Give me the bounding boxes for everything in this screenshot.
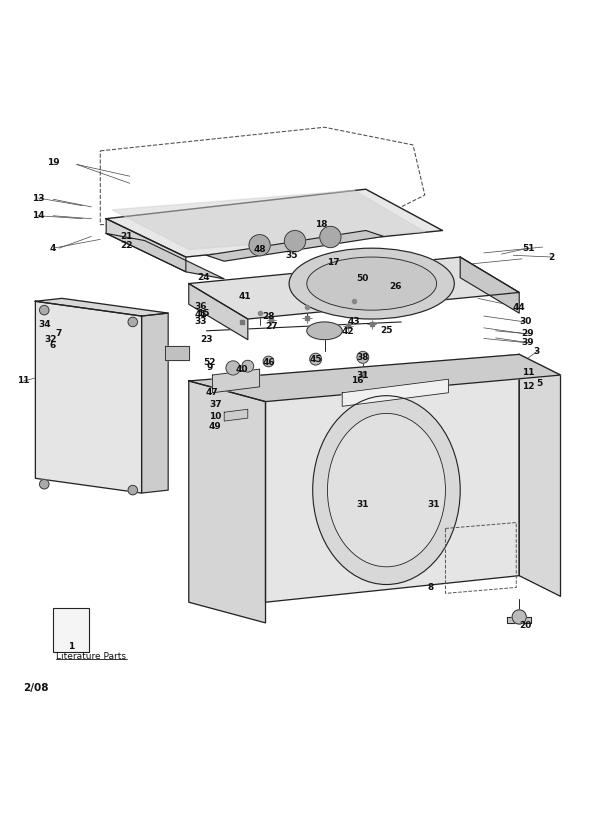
Text: 15: 15 bbox=[197, 309, 210, 318]
Text: 51: 51 bbox=[522, 244, 535, 253]
Text: Literature Parts: Literature Parts bbox=[57, 652, 126, 661]
Text: 27: 27 bbox=[265, 322, 278, 331]
Polygon shape bbox=[266, 355, 519, 602]
Polygon shape bbox=[507, 617, 531, 623]
Polygon shape bbox=[189, 284, 248, 340]
Polygon shape bbox=[189, 355, 560, 402]
Circle shape bbox=[128, 317, 137, 327]
Circle shape bbox=[320, 227, 341, 248]
Text: 6: 6 bbox=[50, 341, 56, 350]
Text: 43: 43 bbox=[348, 318, 360, 327]
Circle shape bbox=[242, 360, 254, 372]
Text: 13: 13 bbox=[32, 193, 45, 203]
Polygon shape bbox=[106, 218, 186, 271]
Text: 45: 45 bbox=[309, 355, 322, 363]
Polygon shape bbox=[35, 298, 168, 316]
Text: 30: 30 bbox=[519, 318, 531, 327]
Bar bbox=[53, 608, 88, 652]
Text: 22: 22 bbox=[120, 240, 133, 249]
Polygon shape bbox=[106, 189, 442, 257]
Text: 44: 44 bbox=[513, 302, 526, 311]
Polygon shape bbox=[519, 355, 560, 597]
Text: 2: 2 bbox=[549, 253, 555, 262]
Polygon shape bbox=[342, 379, 448, 407]
Polygon shape bbox=[112, 191, 425, 249]
Polygon shape bbox=[165, 346, 189, 360]
Text: 8: 8 bbox=[428, 583, 434, 592]
Text: 39: 39 bbox=[522, 338, 535, 347]
Text: 10: 10 bbox=[209, 412, 221, 421]
Circle shape bbox=[310, 353, 322, 365]
Circle shape bbox=[512, 610, 526, 624]
Text: 31: 31 bbox=[356, 500, 369, 509]
Ellipse shape bbox=[307, 322, 342, 340]
Circle shape bbox=[40, 479, 49, 489]
Ellipse shape bbox=[289, 249, 454, 319]
Circle shape bbox=[40, 306, 49, 315]
Text: 18: 18 bbox=[315, 220, 328, 229]
Text: 9: 9 bbox=[206, 363, 212, 372]
Text: 21: 21 bbox=[120, 232, 133, 241]
Text: 19: 19 bbox=[47, 158, 60, 167]
Polygon shape bbox=[206, 231, 384, 261]
Text: 31: 31 bbox=[356, 371, 369, 380]
Text: 41: 41 bbox=[194, 311, 207, 319]
Circle shape bbox=[263, 356, 274, 367]
Text: 48: 48 bbox=[253, 244, 266, 254]
Ellipse shape bbox=[307, 257, 437, 311]
Text: 5: 5 bbox=[537, 380, 543, 389]
Text: 12: 12 bbox=[522, 382, 535, 391]
Circle shape bbox=[249, 235, 270, 256]
Ellipse shape bbox=[327, 413, 445, 566]
Text: 11: 11 bbox=[17, 377, 30, 385]
Text: 23: 23 bbox=[200, 335, 213, 344]
Text: 14: 14 bbox=[32, 211, 45, 220]
Text: 17: 17 bbox=[327, 258, 340, 267]
Text: 37: 37 bbox=[209, 400, 222, 409]
Text: 2/08: 2/08 bbox=[24, 683, 49, 693]
Text: 32: 32 bbox=[44, 335, 57, 344]
Text: 46: 46 bbox=[262, 358, 275, 367]
Circle shape bbox=[128, 486, 137, 495]
Circle shape bbox=[284, 231, 306, 252]
Polygon shape bbox=[224, 409, 248, 421]
Text: 38: 38 bbox=[356, 353, 369, 362]
Circle shape bbox=[357, 351, 369, 363]
Text: 3: 3 bbox=[534, 347, 540, 356]
Polygon shape bbox=[35, 302, 142, 493]
Text: 20: 20 bbox=[519, 621, 531, 630]
Text: 31: 31 bbox=[427, 500, 440, 509]
Text: 50: 50 bbox=[357, 275, 369, 284]
Polygon shape bbox=[189, 381, 266, 623]
Polygon shape bbox=[212, 369, 260, 393]
Text: 25: 25 bbox=[380, 326, 393, 335]
Text: 34: 34 bbox=[38, 320, 51, 329]
Polygon shape bbox=[189, 257, 519, 319]
Text: 29: 29 bbox=[522, 329, 535, 338]
Text: 49: 49 bbox=[209, 422, 222, 431]
Text: 52: 52 bbox=[203, 358, 216, 367]
Text: 42: 42 bbox=[342, 328, 355, 337]
Text: 11: 11 bbox=[522, 368, 535, 377]
Text: 28: 28 bbox=[262, 311, 275, 320]
Ellipse shape bbox=[313, 396, 460, 584]
Polygon shape bbox=[106, 233, 224, 279]
Text: 4: 4 bbox=[50, 244, 56, 253]
Polygon shape bbox=[460, 257, 519, 313]
Circle shape bbox=[226, 361, 240, 375]
Text: 41: 41 bbox=[238, 292, 251, 301]
Text: 26: 26 bbox=[389, 282, 402, 291]
Text: 47: 47 bbox=[206, 388, 219, 397]
Text: 40: 40 bbox=[235, 364, 248, 373]
Text: 35: 35 bbox=[286, 251, 299, 260]
Text: 36: 36 bbox=[194, 302, 207, 311]
Text: 7: 7 bbox=[56, 329, 62, 338]
Text: 1: 1 bbox=[68, 642, 74, 651]
Text: 33: 33 bbox=[194, 318, 207, 327]
Text: 16: 16 bbox=[350, 377, 363, 385]
Polygon shape bbox=[142, 313, 168, 493]
Text: 24: 24 bbox=[197, 273, 210, 282]
